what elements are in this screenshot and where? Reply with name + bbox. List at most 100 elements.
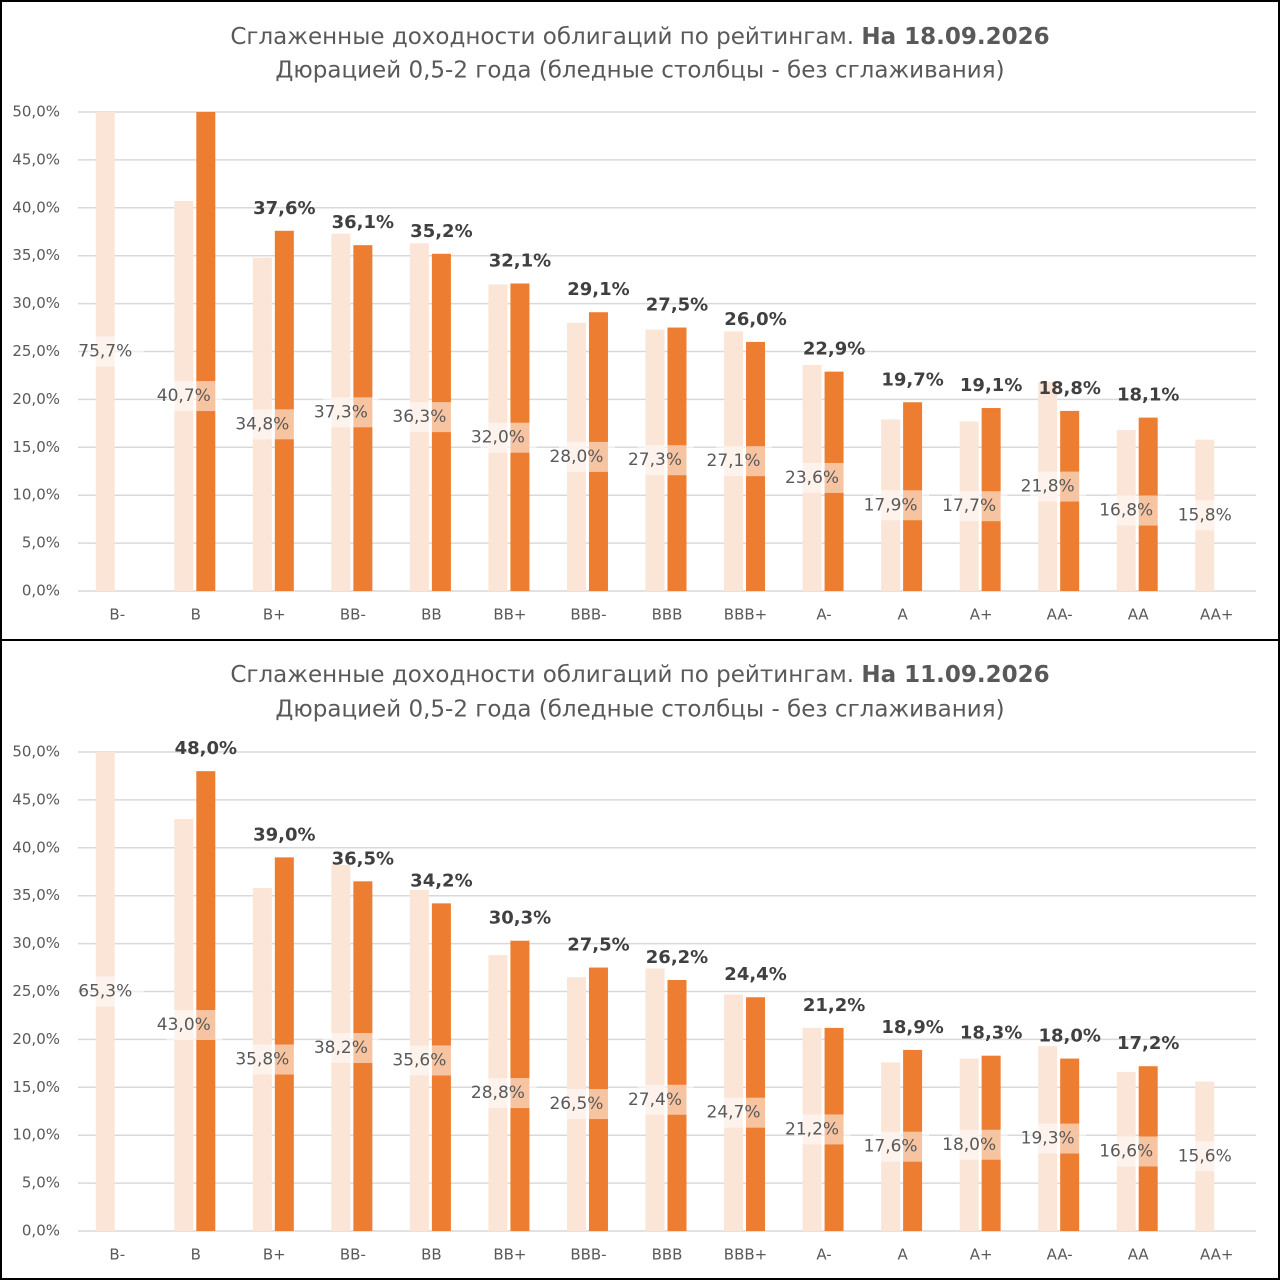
value-label: 18,1% xyxy=(1117,385,1179,406)
bar xyxy=(196,112,216,592)
label-bg xyxy=(87,976,144,1007)
bar xyxy=(274,857,294,1231)
value-label: 43,0% xyxy=(157,1015,211,1035)
label-bg xyxy=(401,402,458,433)
label-bg xyxy=(873,490,930,521)
y-tick-label: 45,0% xyxy=(12,150,60,168)
value-label: 27,5% xyxy=(646,295,708,316)
label-bg xyxy=(558,441,615,472)
y-tick-label: 25,0% xyxy=(12,342,60,360)
label-bg xyxy=(1108,1136,1165,1167)
value-label: 32,1% xyxy=(489,250,551,271)
chart-title: Сглаженные доходности облигаций по рейти… xyxy=(230,24,1049,50)
chart-subtitle: Дюрацией 0,5-2 года (бледные столбцы - б… xyxy=(275,697,1004,723)
value-label: 19,3% xyxy=(1021,1129,1075,1149)
value-label: 35,2% xyxy=(410,221,472,242)
y-tick-label: 45,0% xyxy=(12,790,60,808)
label-bg xyxy=(873,1131,930,1162)
value-label: 32,0% xyxy=(471,428,525,448)
x-tick-label: AA xyxy=(1128,1246,1150,1264)
value-label: 16,8% xyxy=(1099,501,1153,521)
value-label: 38,2% xyxy=(314,1038,368,1058)
value-label: 39,0% xyxy=(253,824,315,845)
y-tick-label: 0,0% xyxy=(22,582,60,600)
x-tick-label: BB- xyxy=(340,1246,366,1264)
value-label: 17,9% xyxy=(864,495,918,515)
value-label: 34,2% xyxy=(410,870,472,891)
x-tick-label: AA xyxy=(1128,606,1150,624)
x-tick-label: BB+ xyxy=(493,1246,526,1264)
value-label: 48,0% xyxy=(175,738,237,759)
y-tick-label: 15,0% xyxy=(12,1078,60,1096)
value-label: 65,3% xyxy=(78,982,132,1002)
y-tick-label: 20,0% xyxy=(12,390,60,408)
x-tick-label: A xyxy=(897,1246,908,1264)
value-label: 17,6% xyxy=(864,1137,918,1157)
label-bg xyxy=(794,1114,851,1145)
label-bg xyxy=(794,462,851,493)
x-tick-label: BB xyxy=(421,1246,442,1264)
title-text: Сглаженные доходности облигаций по рейти… xyxy=(230,24,854,50)
label-bg xyxy=(244,1044,301,1075)
x-tick-label: B- xyxy=(109,1246,125,1264)
value-label: 37,3% xyxy=(314,402,368,422)
x-tick-label: AA- xyxy=(1047,606,1073,624)
bar xyxy=(196,771,216,1231)
y-tick-label: 40,0% xyxy=(12,198,60,216)
x-tick-label: BBB xyxy=(652,1246,683,1264)
label-bg xyxy=(87,336,144,367)
y-tick-label: 35,0% xyxy=(12,886,60,904)
value-label: 34,8% xyxy=(235,414,289,434)
label-bg xyxy=(401,1045,458,1076)
title-date: На 11.09.2026 xyxy=(861,662,1049,688)
label-bg xyxy=(1108,495,1165,526)
x-tick-label: BBB- xyxy=(570,1246,606,1264)
label-bg xyxy=(244,409,301,440)
y-tick-label: 15,0% xyxy=(12,438,60,456)
value-label: 35,6% xyxy=(392,1050,446,1070)
y-tick-label: 50,0% xyxy=(12,103,60,121)
value-label: 26,5% xyxy=(549,1094,603,1114)
value-label: 18,8% xyxy=(1038,378,1100,399)
y-tick-label: 40,0% xyxy=(12,838,60,856)
x-tick-label: B+ xyxy=(263,1246,286,1264)
x-tick-label: A+ xyxy=(970,606,993,624)
y-tick-label: 10,0% xyxy=(12,1126,60,1144)
label-bg xyxy=(716,1097,773,1128)
label-bg xyxy=(637,445,694,476)
x-tick-label: AA+ xyxy=(1200,606,1234,624)
chart-panel: Сглаженные доходности облигаций по рейти… xyxy=(0,639,1280,1280)
value-label: 24,4% xyxy=(724,964,786,985)
x-tick-label: BB+ xyxy=(493,606,526,624)
label-bg xyxy=(323,1033,380,1064)
title-date: На 18.09.2026 xyxy=(861,24,1049,50)
value-label: 17,7% xyxy=(942,496,996,516)
value-label: 22,9% xyxy=(803,339,865,360)
label-bg xyxy=(1187,500,1244,531)
x-tick-label: B xyxy=(191,1246,201,1264)
x-tick-label: B xyxy=(191,606,201,624)
value-label: 15,6% xyxy=(1178,1146,1232,1166)
x-tick-label: AA- xyxy=(1047,1246,1073,1264)
value-label: 36,3% xyxy=(392,407,446,427)
value-label: 21,2% xyxy=(785,1119,839,1139)
label-bg xyxy=(1030,1123,1087,1154)
value-label: 27,3% xyxy=(628,450,682,470)
x-tick-label: BB xyxy=(421,606,442,624)
y-tick-label: 10,0% xyxy=(12,486,60,504)
value-label: 23,6% xyxy=(785,468,839,488)
label-bg xyxy=(637,1084,694,1115)
y-tick-label: 50,0% xyxy=(12,743,60,761)
chart-subtitle: Дюрацией 0,5-2 года (бледные столбцы - б… xyxy=(275,58,1004,84)
x-tick-label: AA+ xyxy=(1200,1246,1234,1264)
value-label: 35,8% xyxy=(235,1050,289,1070)
y-tick-label: 25,0% xyxy=(12,982,60,1000)
y-tick-label: 30,0% xyxy=(12,294,60,312)
value-label: 27,4% xyxy=(628,1090,682,1110)
label-bg xyxy=(716,446,773,477)
value-label: 27,1% xyxy=(707,451,761,471)
x-tick-label: B- xyxy=(109,606,125,624)
y-tick-label: 5,0% xyxy=(22,534,60,552)
labels: 75,7% 40,7% 34,8% 37,6% 37,3% 36,1% 36,3% 35,2%… xyxy=(78,198,1244,531)
value-label: 36,1% xyxy=(332,212,394,233)
